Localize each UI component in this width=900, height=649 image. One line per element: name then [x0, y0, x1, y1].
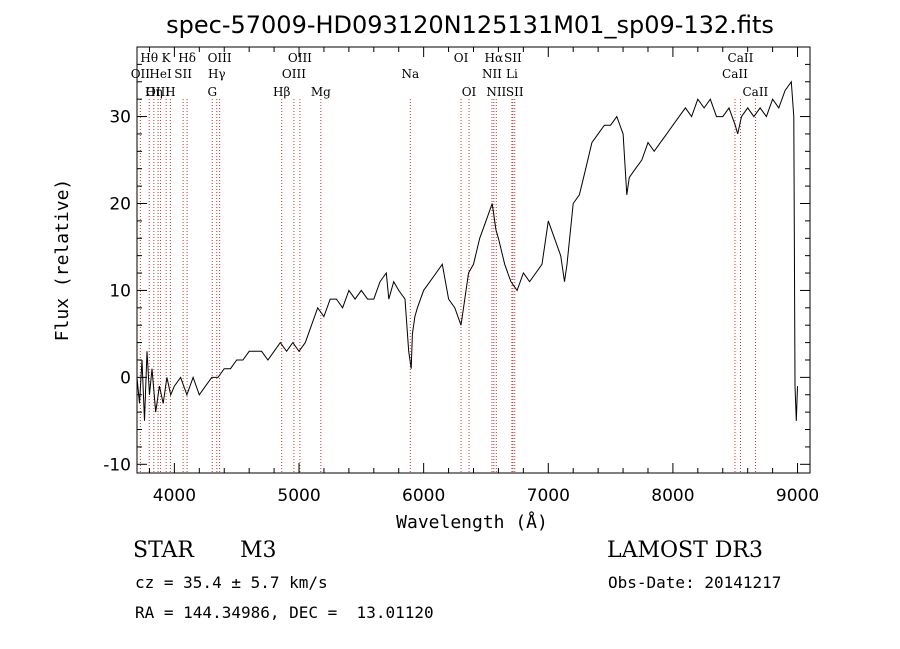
emission-line-label: Hη: [145, 85, 163, 99]
emission-line-label: OIII: [282, 67, 306, 81]
emission-line-label: HeI: [149, 67, 172, 81]
redshift-velocity: cz = 35.4 ± 5.7 km/s: [135, 573, 328, 592]
emission-line-label: SII: [174, 67, 192, 81]
x-tick-label: 8000: [651, 486, 694, 506]
obs-date: Obs-Date: 20141217: [608, 573, 782, 592]
emission-line-label: CaII: [722, 67, 748, 81]
emission-line-markers: Hθ OII OIII K HeI Hη SII H Hδ OIII Hγ G OIII OIII Hβ Mg…: [131, 51, 769, 473]
emission-line-label: NII: [486, 85, 506, 99]
emission-line-label: OIII: [146, 85, 170, 99]
x-tick-label: 7000: [527, 486, 570, 506]
flux-series-line: [136, 80, 798, 421]
emission-line-label: Hα: [485, 51, 504, 65]
y-tick-label: 30: [109, 108, 131, 128]
object-type: STAR: [133, 538, 194, 563]
emission-line-label: Hγ: [208, 67, 226, 81]
emission-line-label: SII: [506, 85, 524, 99]
emission-line-label: Hδ: [178, 51, 196, 65]
emission-line-label: G: [207, 85, 217, 99]
y-tick-label: 10: [109, 281, 131, 301]
chart-title: spec-57009-HD093120N125131M01_sp09-132.f…: [166, 11, 774, 39]
emission-line-label: K: [162, 51, 172, 65]
emission-line-label: H: [165, 85, 175, 99]
emission-line-label: OII: [131, 67, 151, 81]
x-tick-label: 5000: [277, 486, 320, 506]
y-axis-label: Flux (relative): [52, 179, 73, 342]
subclass: M3: [240, 538, 277, 563]
x-tick-label: 4000: [153, 486, 196, 506]
emission-line-label: OIII: [288, 51, 312, 65]
axis-ticks: 4000 5000 6000 7000 8000 9000 -10 0 10 20 30: [103, 47, 819, 506]
x-axis-label: Wavelength (Å): [396, 511, 548, 533]
emission-line-label: CaII: [728, 51, 754, 65]
emission-line-label: OI: [462, 85, 477, 99]
x-tick-label: 9000: [776, 486, 819, 506]
emission-line-label: NII: [482, 67, 502, 81]
emission-line-label: Hθ: [140, 51, 158, 65]
plot-frame: [136, 46, 811, 474]
emission-line-label: Li: [506, 67, 518, 81]
emission-line-label: OIII: [208, 51, 232, 65]
emission-line-label: CaII: [742, 85, 768, 99]
y-tick-label: -10: [103, 455, 131, 475]
y-tick-label: 20: [109, 194, 131, 214]
coordinates: RA = 144.34986, DEC = 13.01120: [135, 603, 434, 622]
emission-line-label: Hβ: [273, 85, 290, 99]
x-tick-label: 6000: [402, 486, 445, 506]
emission-line-label: OI: [454, 51, 469, 65]
emission-line-label: Mg: [311, 85, 331, 99]
y-tick-label: 0: [120, 368, 131, 388]
survey-name: LAMOST DR3: [607, 538, 763, 563]
emission-line-label: SII: [504, 51, 522, 65]
emission-line-label: Na: [401, 67, 419, 81]
